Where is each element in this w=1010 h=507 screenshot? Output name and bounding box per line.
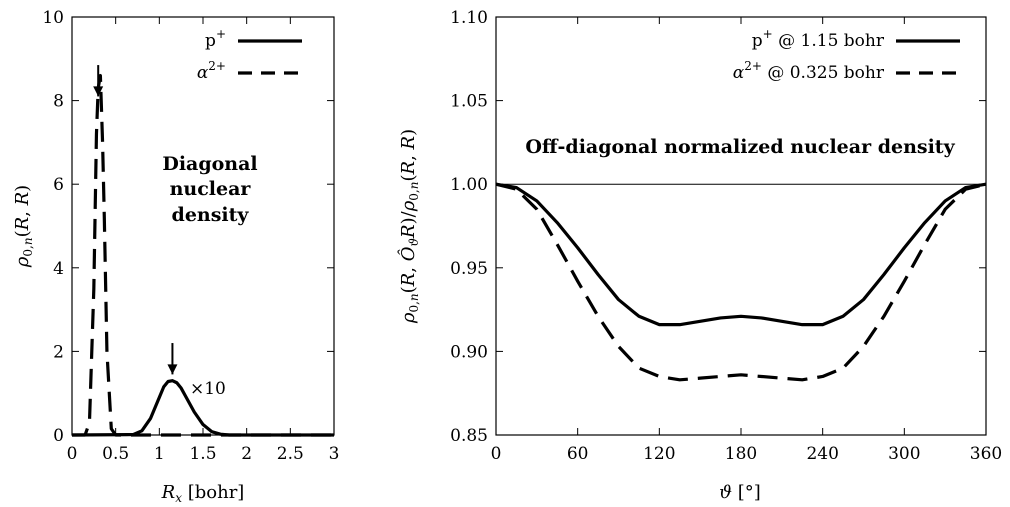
left-peak-markers bbox=[93, 65, 178, 375]
legend-entry-alpha: α2+ bbox=[197, 59, 226, 83]
left-scale-note: ×10 bbox=[190, 379, 226, 399]
left-legend: p+ α2+ bbox=[197, 27, 302, 83]
left-x-tick-label: 0 bbox=[67, 444, 78, 464]
right-chart: 0 60 120 180 240 300 360 0.85 0.90 0.95 1.00 1.05 1.… bbox=[396, 8, 1002, 503]
right-annotation: Off-diagonal normalized nuclear density bbox=[525, 136, 955, 158]
right-y-tick-label: 1.00 bbox=[450, 175, 488, 195]
right-y-tick-label: 0.95 bbox=[450, 259, 488, 279]
right-x-tick-label: 300 bbox=[888, 444, 920, 464]
left-y-tick-label: 0 bbox=[53, 426, 64, 446]
right-axes: 0 60 120 180 240 300 360 0.85 0.90 0.95 1.00 1.05 1.… bbox=[450, 8, 1002, 464]
right-y-tick-label: 0.85 bbox=[450, 426, 488, 446]
legend-entry-p-plus: p+ bbox=[205, 27, 226, 51]
peak-arrow-head bbox=[167, 364, 178, 375]
right-x-tick-label: 0 bbox=[491, 444, 502, 464]
right-y-tick-label: 1.05 bbox=[450, 92, 488, 112]
left-annotation-line-1: Diagonal bbox=[162, 153, 257, 175]
right-legend: p+ @ 1.15 bohr α2+ @ 0.325 bohr bbox=[733, 27, 960, 83]
left-x-tick-label: 2.5 bbox=[277, 444, 304, 464]
right-x-tick-label: 360 bbox=[970, 444, 1002, 464]
left-x-tick-label: 1.5 bbox=[189, 444, 216, 464]
left-series-dashed bbox=[72, 73, 334, 437]
right-series-group bbox=[495, 182, 987, 382]
left-annotation: Diagonal nuclear density bbox=[162, 153, 257, 226]
left-series-group bbox=[71, 73, 334, 437]
left-x-axis-label: Rx [bohr] bbox=[161, 482, 245, 505]
right-x-tick-label: 120 bbox=[643, 444, 675, 464]
right-y-tick-label: 0.90 bbox=[450, 342, 488, 362]
left-y-tick-label: 8 bbox=[53, 92, 64, 112]
left-x-tick-label: 2 bbox=[241, 444, 252, 464]
left-y-tick-label: 6 bbox=[53, 175, 64, 195]
left-x-tick-label: 3 bbox=[329, 444, 340, 464]
right-x-tick-label: 240 bbox=[806, 444, 838, 464]
legend-entry-p-plus-115: p+ @ 1.15 bohr bbox=[752, 27, 885, 51]
left-x-tick-label: 1 bbox=[154, 444, 165, 464]
right-y-axis-label: ρ0,n(R, ÔϑR)/ρ0,n(R, R) bbox=[396, 129, 421, 324]
right-series-solid bbox=[495, 182, 987, 327]
legend-entry-alpha-0325: α2+ @ 0.325 bohr bbox=[733, 59, 885, 83]
left-y-tick-label: 10 bbox=[42, 8, 64, 28]
right-x-tick-label: 180 bbox=[725, 444, 757, 464]
left-y-tick-label: 4 bbox=[53, 259, 64, 279]
peak-arrow-head bbox=[93, 86, 104, 97]
right-x-axis-label: ϑ [°] bbox=[719, 482, 761, 503]
right-y-tick-label: 1.10 bbox=[450, 8, 488, 28]
left-y-tick-label: 2 bbox=[53, 342, 64, 362]
left-annotation-line-3: density bbox=[172, 204, 250, 226]
left-chart: 0 0.5 1 1.5 2 2.5 3 0 2 4 6 8 10 Rx [bohr] ρ0,n(R, R… bbox=[12, 8, 339, 505]
right-series-dashed bbox=[495, 182, 987, 382]
left-y-axis-label: ρ0,n(R, R) bbox=[12, 185, 35, 268]
left-annotation-line-2: nuclear bbox=[170, 178, 252, 200]
right-x-tick-label: 60 bbox=[567, 444, 589, 464]
left-x-tick-label: 0.5 bbox=[102, 444, 129, 464]
